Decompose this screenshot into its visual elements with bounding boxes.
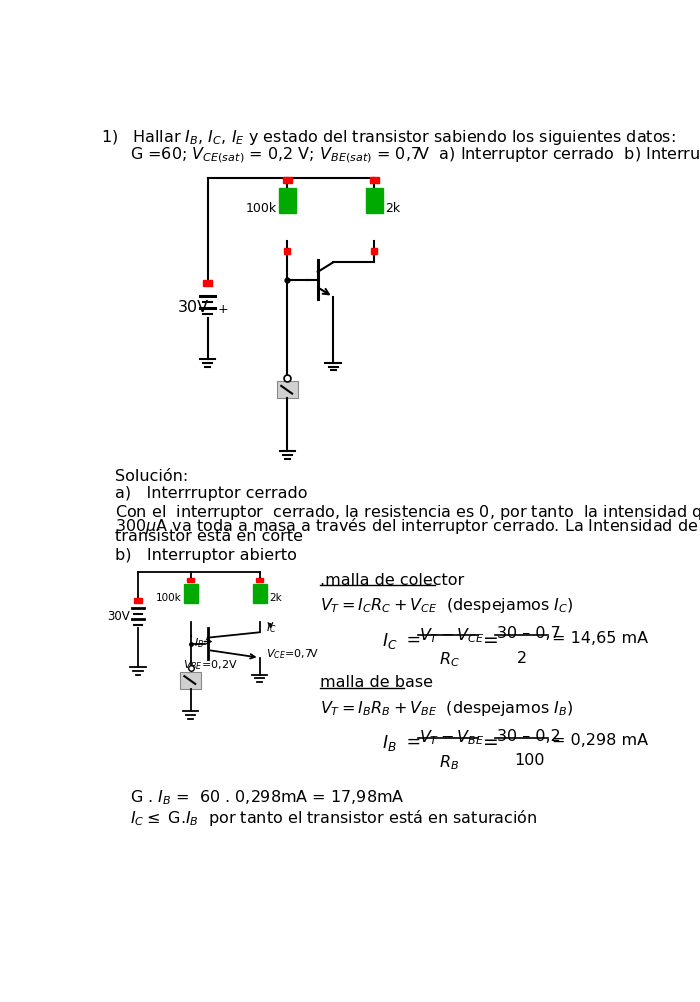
Text: $V_{CE}$=0,7V: $V_{CE}$=0,7V xyxy=(266,647,318,661)
Text: 30V: 30V xyxy=(107,609,130,622)
Text: $R_C$: $R_C$ xyxy=(440,650,460,669)
Text: $V_T - V_{CE}$: $V_T - V_{CE}$ xyxy=(419,626,485,645)
Text: = 0,298 mA: = 0,298 mA xyxy=(552,733,649,748)
Text: a)   Interrruptor cerrado: a) Interrruptor cerrado xyxy=(115,486,307,501)
Text: transistor está en corte: transistor está en corte xyxy=(115,529,302,544)
Bar xyxy=(276,382,298,398)
Text: $I_B$: $I_B$ xyxy=(194,636,204,650)
Text: 1)   Hallar $I_B$, $I_C$, $I_E$ y estado del transistor sabiendo los siguientes : 1) Hallar $I_B$, $I_C$, $I_E$ y estado d… xyxy=(102,128,676,147)
Bar xyxy=(365,188,383,212)
Bar xyxy=(203,281,212,286)
Text: G . $I_B$ =  60 . 0,298mA = 17,98mA: G . $I_B$ = 60 . 0,298mA = 17,98mA xyxy=(130,789,405,808)
Text: 2: 2 xyxy=(517,650,527,665)
Text: Solución:: Solución: xyxy=(115,469,188,484)
Text: =: = xyxy=(483,733,498,753)
Text: G =60; $V_{CE(sat)}$ = 0,2 V; $V_{BE(sat)}$ = 0,7V  a) Interruptor cerrado  b) I: G =60; $V_{CE(sat)}$ = 0,2 V; $V_{BE(sat… xyxy=(130,145,700,165)
Bar xyxy=(283,177,292,183)
Bar xyxy=(183,584,197,603)
Text: =: = xyxy=(400,733,421,752)
Text: $V_T = I_C R_C + V_{CE}$  (despejamos $I_C$): $V_T = I_C R_C + V_{CE}$ (despejamos $I_… xyxy=(320,596,574,615)
Text: 30 – 0,2: 30 – 0,2 xyxy=(497,728,561,743)
Text: $I_C \leq$ G.$I_B$  por tanto el transistor está en saturación: $I_C \leq$ G.$I_B$ por tanto el transist… xyxy=(130,808,538,828)
Text: $I_B$: $I_B$ xyxy=(382,733,397,754)
Text: $I_C$: $I_C$ xyxy=(266,621,276,634)
Bar xyxy=(370,177,379,183)
Text: = 14,65 mA: = 14,65 mA xyxy=(552,630,649,645)
Text: $V_T = I_B R_B + V_{BE}$  (despejamos $I_B$): $V_T = I_B R_B + V_{BE}$ (despejamos $I_… xyxy=(320,698,573,717)
Bar xyxy=(256,577,263,582)
Text: 2k: 2k xyxy=(385,201,400,214)
Text: .malla de colector: .malla de colector xyxy=(320,573,464,588)
Text: Con el  interruptor  cerrado, la resistencia es 0, por tanto  la intensidad que : Con el interruptor cerrado, la resistenc… xyxy=(115,503,700,522)
Text: =: = xyxy=(400,630,421,648)
Text: $I_C$: $I_C$ xyxy=(382,630,398,650)
Text: 100k: 100k xyxy=(246,201,276,214)
Bar xyxy=(187,577,195,582)
Text: 30 – 0,7: 30 – 0,7 xyxy=(497,626,561,641)
Text: 100k: 100k xyxy=(155,593,181,603)
Text: b)   Interruptor abierto: b) Interruptor abierto xyxy=(115,547,297,562)
Text: $V_T - V_{BE}$: $V_T - V_{BE}$ xyxy=(419,728,484,747)
Text: +: + xyxy=(218,303,228,316)
Text: malla de base: malla de base xyxy=(320,675,433,690)
Bar xyxy=(253,584,267,603)
Text: 100: 100 xyxy=(514,754,545,769)
Text: $V_{BE}$=0,2V: $V_{BE}$=0,2V xyxy=(183,657,237,671)
Text: 300$\mu$A va toda a masa a través del interruptor cerrado. La Intensidad de la b: 300$\mu$A va toda a masa a través del in… xyxy=(115,516,700,536)
Text: =: = xyxy=(483,630,498,649)
Text: 2k: 2k xyxy=(269,593,281,603)
Bar xyxy=(134,598,141,603)
Text: 30V: 30V xyxy=(178,300,209,315)
Text: $R_B$: $R_B$ xyxy=(440,754,459,772)
Bar xyxy=(180,671,202,688)
Bar xyxy=(279,188,296,212)
